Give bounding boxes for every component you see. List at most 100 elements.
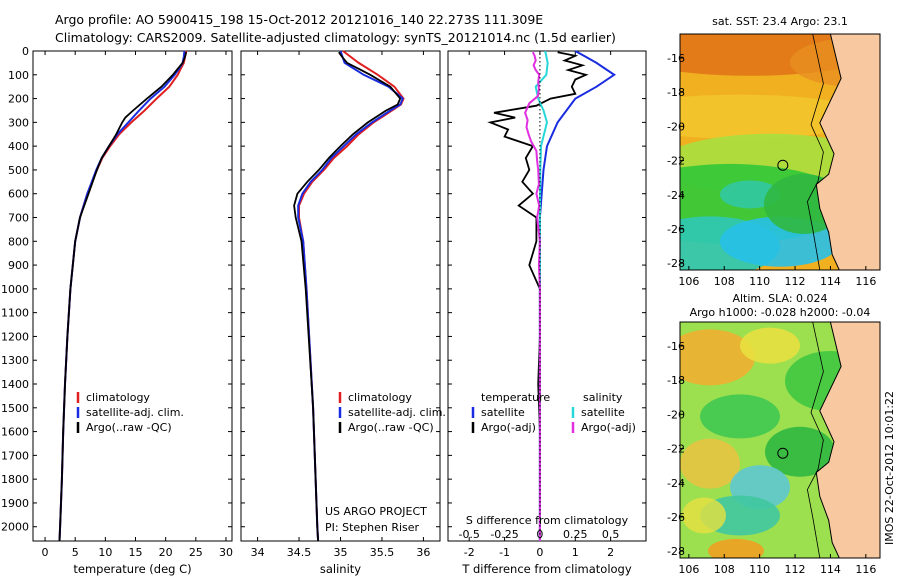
difference-panel: -2 -1 0 1 2 T difference from climatology -0.5…	[447, 50, 647, 576]
temperature-panel: 0100200300400500600700800900100011001200…	[1, 45, 233, 576]
series-line-argo-raw-qc-	[58, 51, 188, 542]
g-diff-frame	[447, 50, 647, 542]
field-patch	[700, 394, 780, 439]
legend-header-salinity: salinity	[583, 391, 623, 404]
legend-label: satellite	[481, 406, 525, 419]
y-tick-label: 1500	[1, 402, 29, 415]
x-tick-label: -1	[499, 546, 510, 559]
field-patch	[740, 327, 800, 364]
x-axis-label: temperature (deg C)	[73, 562, 191, 576]
y-tick-label: -20	[667, 408, 685, 421]
series-line-argo-raw-qc-	[293, 51, 402, 542]
y-tick-label: 1800	[1, 473, 29, 486]
shelf-contour	[806, 34, 824, 270]
top-tick-label: -0.5	[458, 528, 479, 541]
g-temp-frame	[32, 50, 233, 542]
y-tick-label: 1900	[1, 497, 29, 510]
map-field	[680, 322, 880, 558]
x-axis-label: T difference from climatology	[461, 562, 632, 576]
x-tick-label: 35.5	[370, 546, 395, 559]
series-line-s-argo-adj-	[524, 51, 541, 541]
top-tick-label: -0.25	[490, 528, 518, 541]
sla-map-title-line2: Argo h1000: -0.028 h2000: -0.04	[690, 306, 871, 319]
y-tick-label: 1100	[1, 307, 29, 320]
y-tick-label: -28	[667, 257, 685, 270]
x-tick-label: 114	[820, 275, 841, 288]
top-axis-label: S difference from climatology	[466, 514, 629, 527]
field-patch	[708, 538, 764, 558]
x-axis-label: salinity	[320, 562, 361, 576]
x-tick-label: 108	[714, 563, 735, 576]
x-tick-label: 2	[607, 546, 614, 559]
x-tick-label: 112	[785, 563, 806, 576]
y-tick-label: 1600	[1, 426, 29, 439]
land-mass	[815, 34, 880, 270]
legend-label: Argo(-adj)	[581, 421, 636, 434]
map-frame	[679, 33, 881, 271]
y-tick-label: 100	[8, 69, 29, 82]
field-patch	[682, 497, 726, 534]
legend-header-temperature: temperature	[481, 391, 550, 404]
map-field	[680, 34, 880, 270]
x-tick-label: 34.5	[287, 546, 312, 559]
legend-label: Argo(..raw -QC)	[86, 421, 172, 434]
g-sal-frame	[240, 50, 441, 542]
y-tick-label: 300	[8, 116, 29, 129]
x-tick-label: 110	[749, 563, 770, 576]
legend-label: Argo(-adj)	[481, 421, 536, 434]
y-tick-label: -24	[667, 189, 685, 202]
y-tick-label: -16	[667, 52, 685, 65]
x-tick-label: 0	[42, 546, 49, 559]
x-tick-label: 116	[855, 275, 876, 288]
x-tick-label: 1	[572, 546, 579, 559]
y-tick-label: -18	[667, 374, 685, 387]
y-tick-label: 1700	[1, 449, 29, 462]
imos-timestamp: IMOS 22-Oct-2012 10:01:22	[883, 390, 896, 545]
legend-label: satellite	[581, 406, 625, 419]
x-tick-label: 36	[416, 546, 430, 559]
y-tick-label: 1400	[1, 378, 29, 391]
y-tick-label: 200	[8, 93, 29, 106]
y-tick-label: 1200	[1, 330, 29, 343]
y-tick-label: 700	[8, 212, 29, 225]
x-tick-label: 0	[536, 546, 543, 559]
y-tick-label: -18	[667, 86, 685, 99]
y-tick-label: -26	[667, 223, 685, 236]
climatology-subtitle: Climatology: CARS2009. Satellite-adjuste…	[55, 30, 616, 45]
sla-map-panel: 106 108 110 112 114 116 -16 -18 -20 -22 -24 -26 -28 A…	[667, 292, 881, 576]
argo-location-marker	[777, 159, 789, 171]
x-tick-label: 108	[714, 275, 735, 288]
pi-label: PI: Stephen Riser	[325, 521, 420, 534]
land-mass	[815, 322, 880, 558]
x-tick-label: 30	[219, 546, 233, 559]
x-tick-label: 25	[189, 546, 203, 559]
x-tick-label: 110	[749, 275, 770, 288]
project-label: US ARGO PROJECT	[325, 505, 427, 518]
y-tick-label: 900	[8, 259, 29, 272]
x-tick-label: 34	[251, 546, 265, 559]
legend-label: climatology	[86, 391, 150, 404]
y-tick-label: -24	[667, 477, 685, 490]
y-tick-label: 1300	[1, 354, 29, 367]
legend-label: Argo(..raw -QC)	[348, 421, 434, 434]
y-tick-label: 0	[22, 45, 29, 58]
sst-map-panel: 106 108 110 112 114 116 -16 -18 -20 -22 -24 -26 -28 s…	[667, 15, 881, 288]
y-tick-label: -28	[667, 545, 685, 558]
sst-map-title: sat. SST: 23.4 Argo: 23.1	[712, 15, 848, 28]
y-tick-label: 1000	[1, 283, 29, 296]
y-tick-label: -26	[667, 511, 685, 524]
profile-title: Argo profile: AO 5900415_198 15-Oct-2012…	[55, 12, 544, 27]
field-patch	[765, 426, 835, 477]
x-tick-label: -2	[464, 546, 475, 559]
x-tick-label: 15	[129, 546, 143, 559]
y-tick-label: 600	[8, 188, 29, 201]
x-tick-label: 112	[785, 275, 806, 288]
x-tick-label: 10	[98, 546, 112, 559]
x-tick-label: 35	[334, 546, 348, 559]
top-tick-label: 0.5	[602, 528, 620, 541]
shelf-contour	[806, 322, 824, 558]
field-patch	[680, 329, 755, 386]
y-tick-label: -22	[667, 443, 685, 456]
y-tick-label: 500	[8, 164, 29, 177]
